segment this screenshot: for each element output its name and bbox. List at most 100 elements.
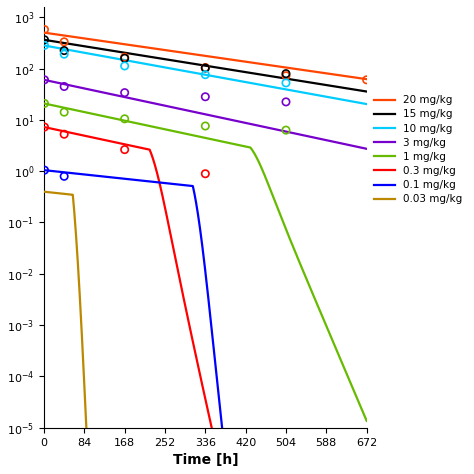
Point	[41, 76, 48, 83]
0.03 mg/kg	[78, 312, 83, 318]
1 mg/kg	[179, 130, 184, 136]
Point	[41, 100, 48, 107]
0.3 mg/kg	[179, 286, 184, 292]
0.3 mg/kg	[364, 451, 369, 456]
20 mg/kg	[165, 47, 171, 53]
1 mg/kg	[41, 100, 47, 106]
20 mg/kg	[78, 35, 83, 41]
Point	[201, 64, 209, 71]
0.03 mg/kg	[85, 451, 91, 456]
0.1 mg/kg	[179, 182, 184, 188]
0.1 mg/kg	[323, 451, 328, 456]
10 mg/kg	[97, 53, 103, 58]
Point	[201, 64, 209, 72]
Point	[201, 122, 209, 130]
Point	[121, 54, 128, 61]
Point	[282, 98, 290, 106]
0.1 mg/kg	[165, 181, 171, 186]
Point	[282, 127, 290, 134]
1 mg/kg	[364, 418, 369, 424]
20 mg/kg	[357, 75, 363, 81]
Point	[201, 71, 209, 79]
Point	[282, 72, 290, 80]
Point	[282, 70, 290, 77]
3 mg/kg	[357, 145, 363, 150]
Line: 15 mg/kg: 15 mg/kg	[44, 40, 366, 91]
0.3 mg/kg	[165, 218, 171, 223]
Point	[201, 170, 209, 178]
15 mg/kg	[78, 43, 83, 48]
Point	[60, 109, 68, 116]
0.03 mg/kg	[41, 189, 47, 194]
15 mg/kg	[323, 82, 328, 88]
20 mg/kg	[364, 76, 369, 82]
1 mg/kg	[78, 109, 83, 114]
Point	[121, 62, 128, 70]
X-axis label: Time [h]: Time [h]	[173, 453, 238, 467]
10 mg/kg	[323, 94, 328, 100]
3 mg/kg	[364, 146, 369, 152]
0.3 mg/kg	[357, 451, 363, 456]
0.3 mg/kg	[78, 132, 83, 138]
15 mg/kg	[41, 37, 47, 43]
0.3 mg/kg	[41, 124, 47, 130]
10 mg/kg	[179, 68, 184, 73]
1 mg/kg	[165, 127, 171, 133]
0.03 mg/kg	[97, 451, 103, 456]
0.03 mg/kg	[179, 451, 185, 456]
10 mg/kg	[165, 65, 171, 71]
0.1 mg/kg	[41, 167, 47, 173]
3 mg/kg	[41, 77, 47, 82]
3 mg/kg	[323, 137, 328, 143]
Point	[60, 50, 68, 58]
Line: 0.1 mg/kg: 0.1 mg/kg	[44, 170, 366, 454]
Line: 10 mg/kg: 10 mg/kg	[44, 46, 366, 104]
20 mg/kg	[97, 38, 103, 44]
20 mg/kg	[179, 50, 184, 55]
Point	[121, 146, 128, 154]
Point	[60, 38, 68, 46]
3 mg/kg	[165, 103, 171, 109]
0.03 mg/kg	[364, 451, 369, 456]
Point	[121, 89, 128, 96]
10 mg/kg	[357, 100, 363, 106]
1 mg/kg	[97, 112, 103, 118]
Point	[121, 115, 128, 123]
Point	[363, 76, 370, 83]
15 mg/kg	[165, 57, 171, 63]
Line: 0.03 mg/kg: 0.03 mg/kg	[44, 191, 366, 454]
3 mg/kg	[97, 89, 103, 95]
0.03 mg/kg	[323, 451, 328, 456]
Line: 20 mg/kg: 20 mg/kg	[44, 33, 366, 79]
10 mg/kg	[41, 43, 47, 48]
Point	[41, 166, 48, 174]
10 mg/kg	[78, 49, 83, 55]
0.1 mg/kg	[78, 171, 83, 177]
Point	[60, 173, 68, 180]
15 mg/kg	[179, 59, 184, 65]
Point	[60, 82, 68, 90]
Point	[60, 47, 68, 55]
0.1 mg/kg	[357, 451, 363, 456]
1 mg/kg	[357, 403, 363, 409]
1 mg/kg	[323, 321, 328, 327]
0.3 mg/kg	[215, 451, 220, 456]
3 mg/kg	[179, 107, 184, 112]
Line: 0.3 mg/kg: 0.3 mg/kg	[44, 127, 366, 454]
Point	[41, 36, 48, 44]
Legend: 20 mg/kg, 15 mg/kg, 10 mg/kg, 3 mg/kg, 1 mg/kg, 0.3 mg/kg, 0.1 mg/kg, 0.03 mg/kg: 20 mg/kg, 15 mg/kg, 10 mg/kg, 3 mg/kg, 1…	[370, 91, 466, 209]
0.03 mg/kg	[165, 451, 171, 456]
Point	[60, 130, 68, 138]
0.1 mg/kg	[364, 451, 369, 456]
15 mg/kg	[357, 88, 363, 93]
3 mg/kg	[78, 85, 83, 91]
Point	[41, 26, 48, 33]
0.1 mg/kg	[222, 451, 228, 456]
Line: 3 mg/kg: 3 mg/kg	[44, 80, 366, 149]
Point	[41, 123, 48, 131]
0.1 mg/kg	[97, 173, 103, 179]
20 mg/kg	[41, 30, 47, 36]
Line: 1 mg/kg: 1 mg/kg	[44, 103, 366, 421]
0.03 mg/kg	[357, 451, 363, 456]
10 mg/kg	[364, 101, 369, 107]
